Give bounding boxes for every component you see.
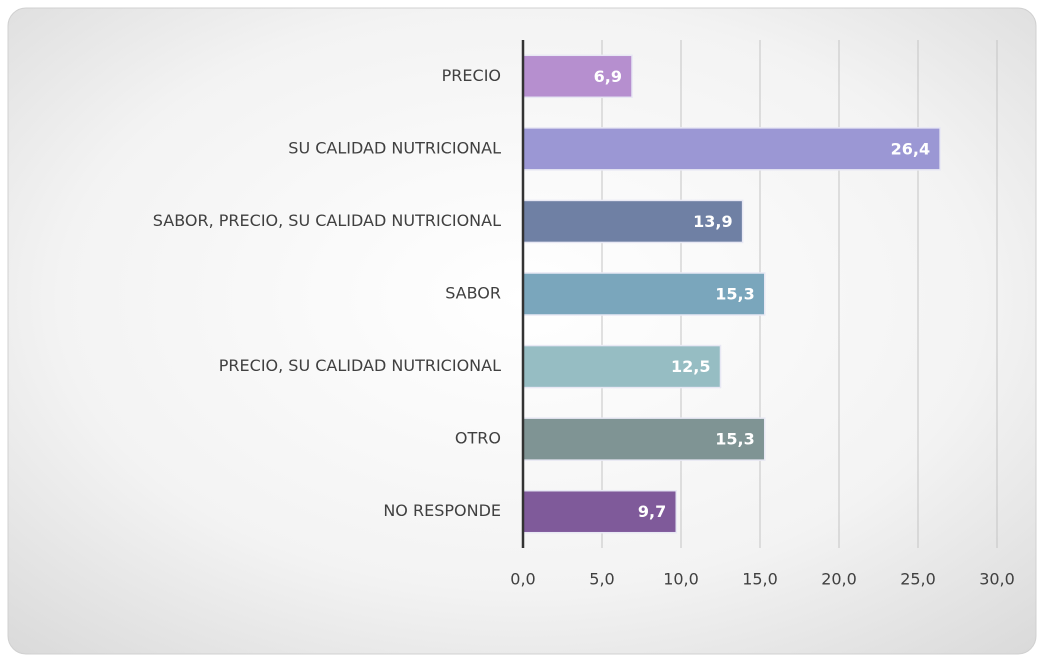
x-tick-label: 0,0 — [510, 570, 535, 589]
data-label: 15,3 — [715, 430, 754, 449]
y-tick-label: SABOR — [445, 284, 501, 303]
data-label: 6,9 — [594, 67, 622, 86]
y-tick-label: PRECIO — [442, 66, 501, 85]
bar — [522, 54, 633, 99]
y-tick-label: SU CALIDAD NUTRICIONAL — [288, 138, 501, 157]
data-label: 13,9 — [693, 212, 732, 231]
x-tick-label: 30,0 — [979, 570, 1015, 589]
x-tick-label: 20,0 — [821, 570, 857, 589]
y-tick-label: SABOR, PRECIO, SU CALIDAD NUTRICIONAL — [153, 211, 501, 230]
y-tick-label: NO RESPONDE — [383, 501, 501, 520]
x-tick-label: 5,0 — [589, 570, 614, 589]
x-tick-label: 10,0 — [663, 570, 699, 589]
data-label: 9,7 — [638, 502, 666, 521]
data-label: 15,3 — [715, 285, 754, 304]
x-tick-label: 25,0 — [900, 570, 936, 589]
bar — [522, 127, 941, 171]
y-tick-label: PRECIO, SU CALIDAD NUTRICIONAL — [219, 356, 501, 375]
y-tick-label: OTRO — [455, 429, 501, 448]
x-tick-label: 15,0 — [742, 570, 778, 589]
data-label: 12,5 — [671, 357, 710, 376]
data-label: 26,4 — [891, 139, 930, 158]
